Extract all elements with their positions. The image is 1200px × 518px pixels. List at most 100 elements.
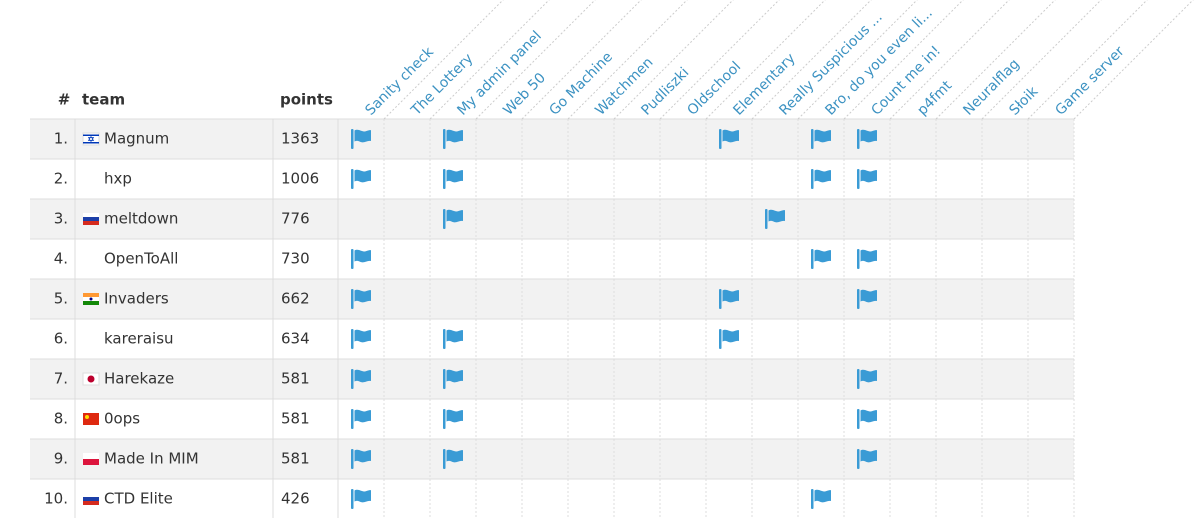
rank: 2. xyxy=(54,170,68,188)
flag-pole xyxy=(857,409,860,429)
flag-cloth xyxy=(446,449,463,463)
team-points: 581 xyxy=(281,410,310,428)
challenge-name: p4fmt xyxy=(914,77,955,118)
flag-pole xyxy=(857,369,860,389)
team-name: Made In MIM xyxy=(104,450,199,468)
team-name: Harekaze xyxy=(104,370,174,388)
flag-pole xyxy=(351,449,354,469)
flag-cloth xyxy=(446,129,463,143)
challenge-name: Game server xyxy=(1052,43,1127,118)
flag-pole xyxy=(351,369,354,389)
flag-part xyxy=(83,217,99,221)
header-divider xyxy=(659,0,780,120)
solved-flag xyxy=(443,369,463,389)
team-points: 426 xyxy=(281,490,310,508)
header-divider xyxy=(705,0,826,120)
rank-header: # xyxy=(58,91,71,109)
solved-flag xyxy=(443,129,463,149)
flag-pole xyxy=(811,169,814,189)
challenge-name: My admin panel xyxy=(454,28,544,118)
flag-pole xyxy=(443,129,446,149)
solved-flag xyxy=(857,169,877,189)
flag-part xyxy=(83,493,99,497)
team-name: kareraisu xyxy=(104,330,174,348)
flag-cloth xyxy=(354,169,371,183)
solved-flag xyxy=(811,169,831,189)
flag-pole xyxy=(857,249,860,269)
header-divider xyxy=(751,0,872,120)
flag-pole xyxy=(351,329,354,349)
solved-flag xyxy=(857,249,877,269)
flag-cloth xyxy=(814,489,831,503)
row-bg xyxy=(30,239,1074,279)
solved-flag xyxy=(351,409,371,429)
solved-flag xyxy=(351,449,371,469)
team-name: hxp xyxy=(104,170,132,188)
row-bg xyxy=(30,479,1074,518)
solved-flag xyxy=(811,489,831,509)
team-name: CTD Elite xyxy=(104,490,173,508)
flag-pole xyxy=(811,249,814,269)
rank: 5. xyxy=(54,290,68,308)
header-divider xyxy=(567,0,688,120)
flag-part xyxy=(83,293,99,297)
team-header: team xyxy=(82,91,125,109)
row-bg xyxy=(30,279,1074,319)
row-bg xyxy=(30,439,1074,479)
solved-flag xyxy=(719,329,739,349)
flag-pole xyxy=(443,409,446,429)
flag-cloth xyxy=(354,249,371,263)
solved-flag xyxy=(857,289,877,309)
solved-flag xyxy=(719,289,739,309)
solved-flag xyxy=(351,369,371,389)
flag-cloth xyxy=(354,289,371,303)
header-divider xyxy=(1073,0,1194,120)
rank: 3. xyxy=(54,210,68,228)
solved-flag xyxy=(857,129,877,149)
country-flag xyxy=(83,413,99,425)
solved-flag xyxy=(857,449,877,469)
row-bg xyxy=(30,199,1074,239)
country-flag xyxy=(83,453,99,465)
header-divider xyxy=(843,0,964,120)
flag-cloth xyxy=(446,329,463,343)
team-points: 662 xyxy=(281,290,310,308)
flag-pole xyxy=(719,289,722,309)
header-divider xyxy=(429,0,550,120)
flag-pole xyxy=(351,289,354,309)
header-divider xyxy=(521,0,642,120)
flag-part xyxy=(83,497,99,501)
solved-flag xyxy=(857,369,877,389)
team-points: 776 xyxy=(281,210,310,228)
flag-pole xyxy=(857,129,860,149)
flag-part xyxy=(87,135,95,143)
row-bg xyxy=(30,359,1074,399)
flag-cloth xyxy=(722,129,739,143)
flag-cloth xyxy=(768,209,785,223)
points-header: points xyxy=(280,91,333,109)
flag-part xyxy=(83,213,99,217)
team-points: 581 xyxy=(281,450,310,468)
flag-part xyxy=(85,415,89,419)
flag-part xyxy=(87,375,95,383)
solved-flag xyxy=(351,289,371,309)
flag-pole xyxy=(857,289,860,309)
rank: 4. xyxy=(54,250,68,268)
country-flag xyxy=(83,213,99,225)
team-points: 581 xyxy=(281,370,310,388)
flag-part xyxy=(83,134,99,136)
flag-pole xyxy=(811,129,814,149)
flag-pole xyxy=(857,169,860,189)
flag-pole xyxy=(857,449,860,469)
flag-pole xyxy=(443,449,446,469)
flag-pole xyxy=(811,489,814,509)
team-points: 634 xyxy=(281,330,310,348)
flag-pole xyxy=(351,409,354,429)
flag-pole xyxy=(719,329,722,349)
header-divider xyxy=(1027,0,1148,120)
flag-pole xyxy=(443,329,446,349)
flag-pole xyxy=(765,209,768,229)
flag-cloth xyxy=(814,249,831,263)
flag-pole xyxy=(351,129,354,149)
